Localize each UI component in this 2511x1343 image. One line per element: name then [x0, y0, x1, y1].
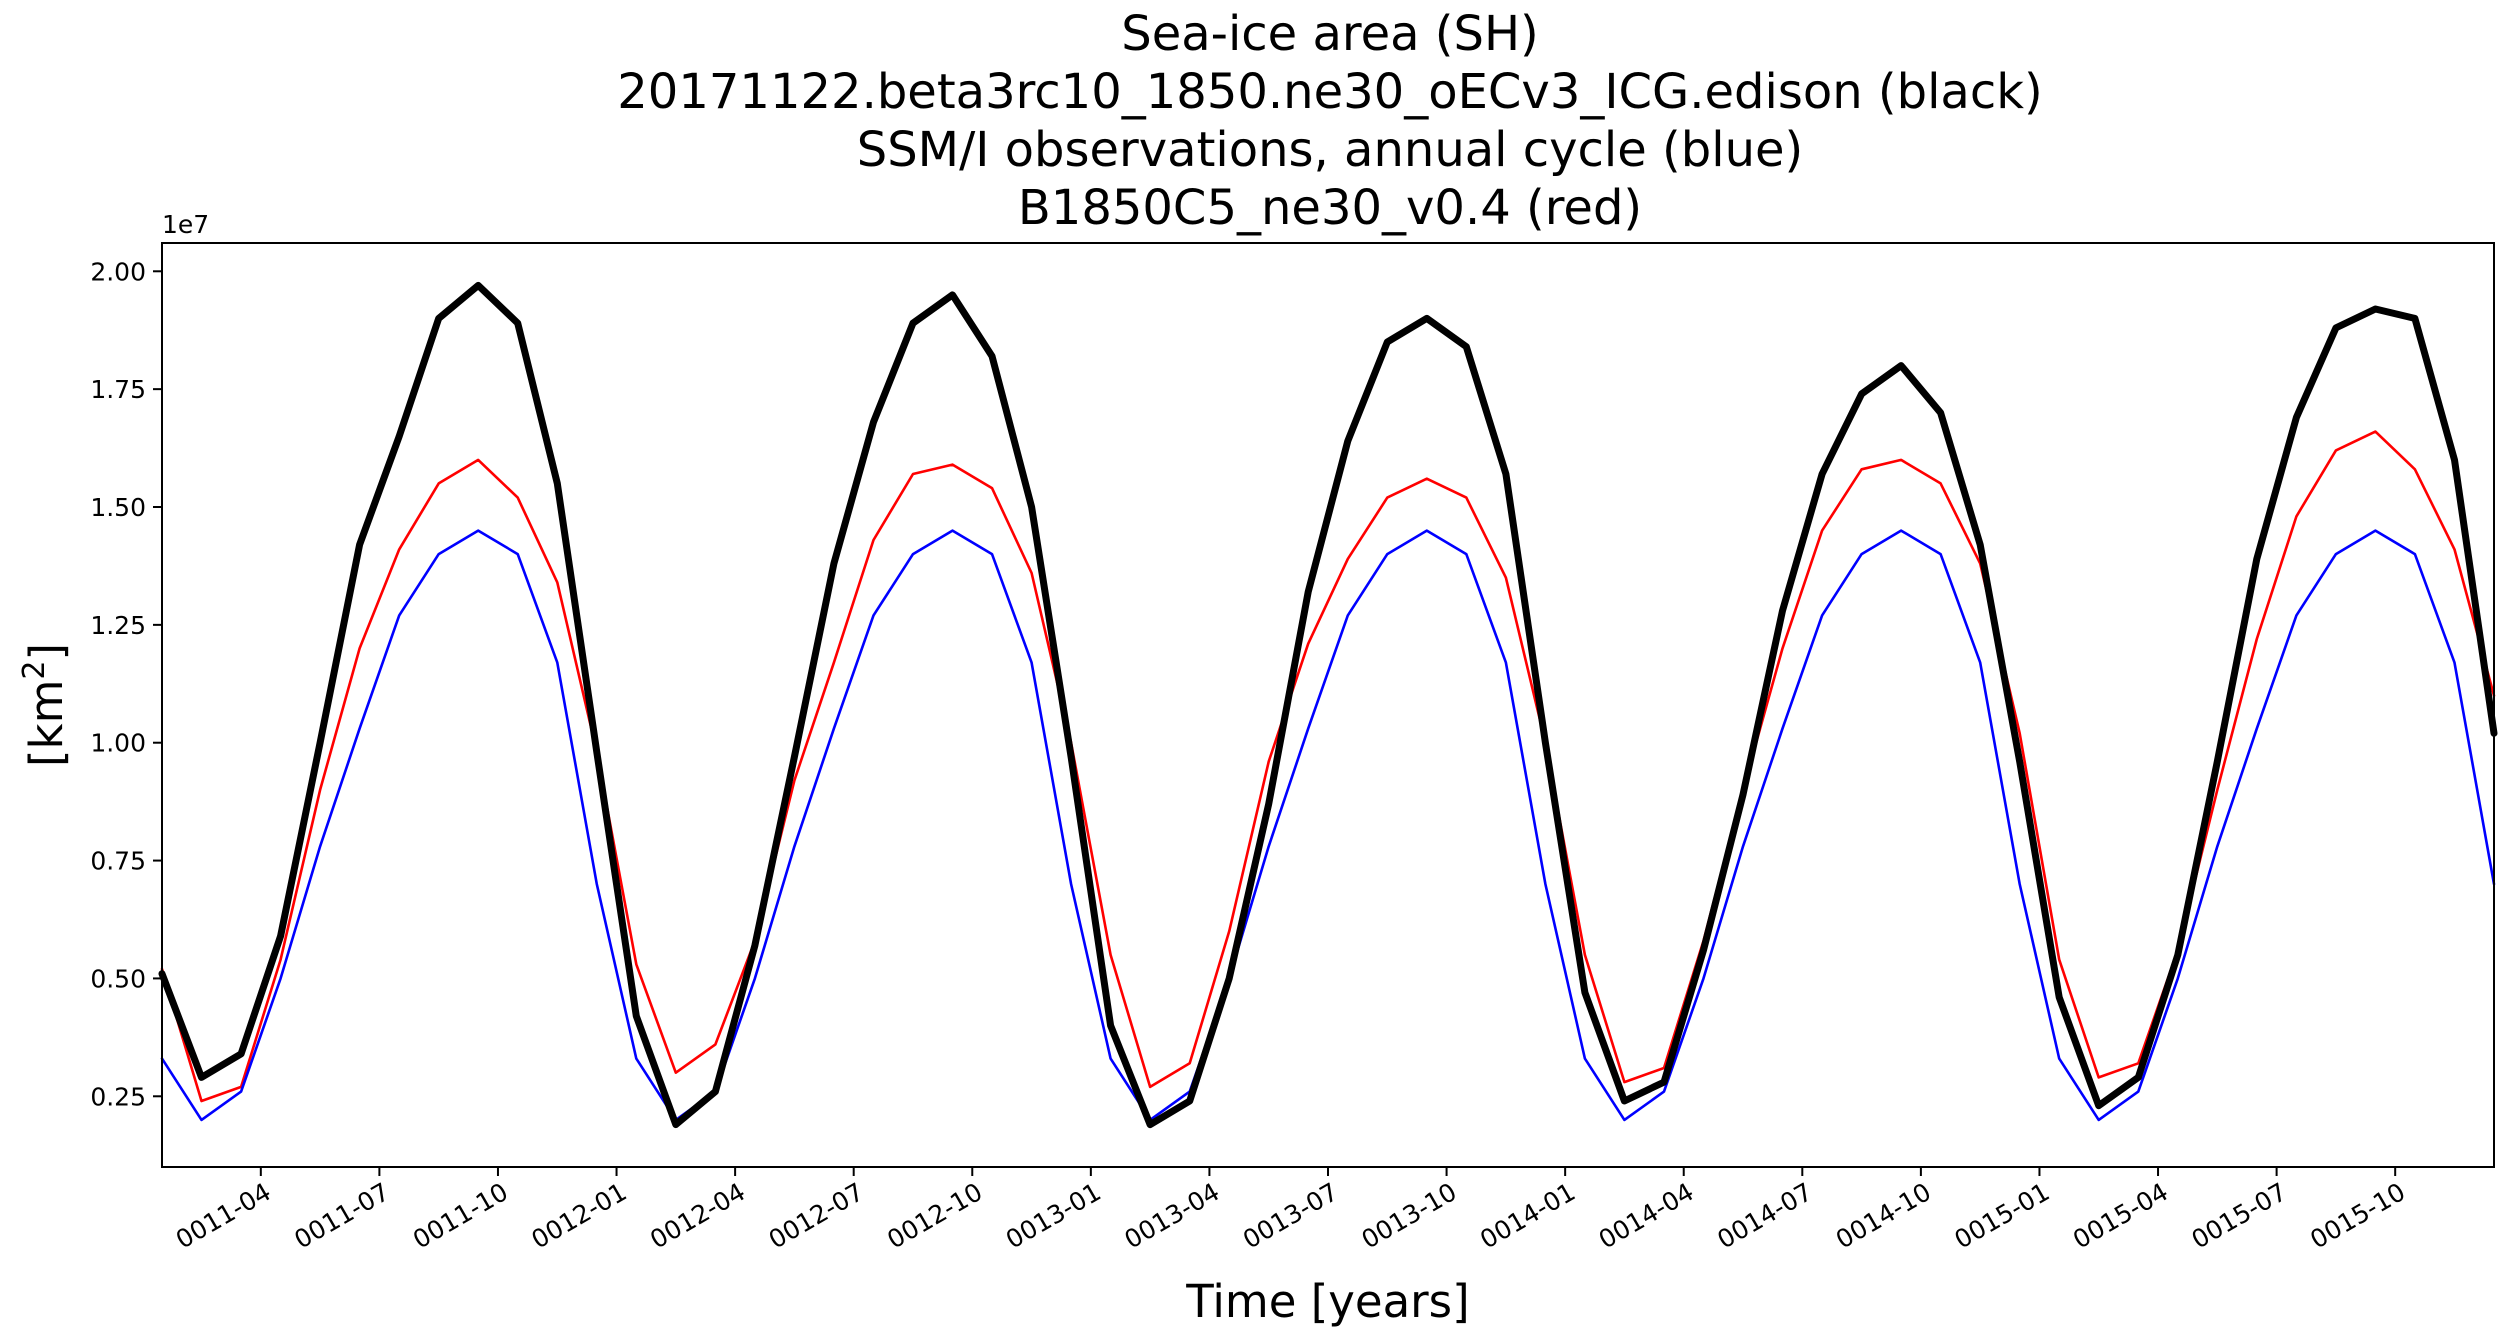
y-tick-label: 1.75 [90, 375, 146, 404]
x-tick-label: 0012-10 [882, 1177, 987, 1254]
x-axis-label: Time [years] [1185, 1275, 1469, 1328]
chart-title-line-1: Sea-ice area (SH) [1121, 6, 1539, 62]
chart-title-line-4: B1850C5_ne30_v0.4 (red) [1018, 180, 1642, 236]
x-tick-label: 0011-07 [289, 1177, 394, 1254]
x-tick-label: 0012-04 [645, 1177, 750, 1254]
x-tick-label: 0015-01 [1949, 1177, 2054, 1254]
plot-area [158, 242, 2498, 1168]
y-axis-label-close: ] [20, 643, 73, 661]
series-layer [158, 281, 2498, 1129]
x-tick-label: 0015-10 [2305, 1177, 2410, 1254]
axes-frame [161, 242, 2495, 1168]
x-tick-label: 0014-04 [1594, 1177, 1699, 1254]
y-tick-label: 0.75 [90, 847, 146, 876]
y-tick-label: 1.00 [90, 729, 146, 758]
y-tick-label: 1.25 [90, 611, 146, 640]
chart-title-line-3: SSM/I observations, annual cycle (blue) [857, 122, 1804, 178]
x-tick-label: 0011-10 [408, 1177, 513, 1254]
y-tick-label: 0.50 [90, 964, 146, 993]
y-tick-label: 2.00 [90, 257, 146, 286]
y-axis-label-base: [km [20, 680, 73, 767]
series-line-1 [160, 529, 2496, 1122]
series-line-0 [158, 281, 2498, 1129]
x-tick-label: 0013-07 [1238, 1177, 1343, 1254]
x-tick-label: 0012-07 [764, 1177, 869, 1254]
y-tick-label: 1.50 [90, 493, 146, 522]
x-tick-label: 0014-07 [1712, 1177, 1817, 1254]
x-tick-label: 0011-04 [171, 1177, 276, 1254]
x-tick-label: 0013-10 [1357, 1177, 1462, 1254]
x-tick-label: 0014-10 [1831, 1177, 1936, 1254]
x-axis: 0011-04 0011-07 0011-10 0012-01 0012-04 0012-… [171, 1167, 2410, 1254]
y-axis-label: [km2] [17, 643, 73, 767]
x-tick-label: 0013-01 [1001, 1177, 1106, 1254]
y-axis-offset-label: 1e7 [162, 210, 209, 239]
x-tick-label: 0015-04 [2068, 1177, 2173, 1254]
x-tick-label: 0014-01 [1475, 1177, 1580, 1254]
x-tick-label: 0012-01 [527, 1177, 632, 1254]
chart-title: Sea-ice area (SH) 20171122.beta3rc10_185… [617, 6, 2042, 236]
y-tick-label: 0.25 [90, 1082, 146, 1111]
x-tick-label: 0015-07 [2187, 1177, 2292, 1254]
y-axis-label-superscript: 2 [17, 661, 52, 680]
series-line-2 [160, 430, 2496, 1103]
chart-title-line-2: 20171122.beta3rc10_1850.ne30_oECv3_ICG.e… [617, 64, 2042, 120]
y-axis: 1e7 0.25 0.50 0.75 1.00 1.25 1.50 1.75 2.00 [90, 210, 209, 1111]
x-tick-label: 0013-04 [1119, 1177, 1224, 1254]
